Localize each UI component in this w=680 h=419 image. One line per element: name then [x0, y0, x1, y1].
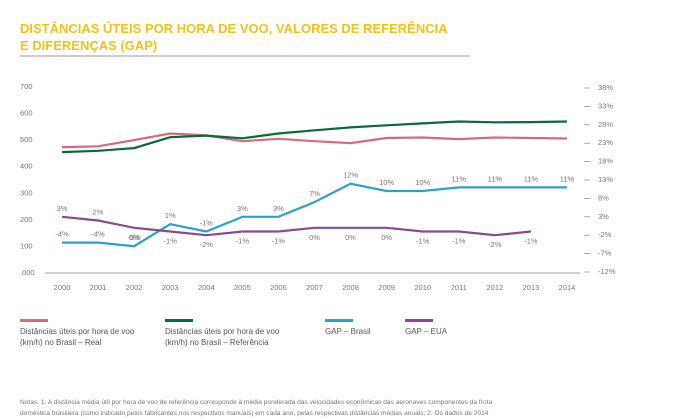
data-label: 10%	[379, 178, 394, 187]
data-label: -2%	[488, 240, 502, 249]
x-tick-label: 2012	[487, 283, 504, 292]
data-label: 0%	[309, 233, 320, 242]
series-line	[62, 182, 567, 248]
y-tick-label: 600	[20, 109, 33, 118]
series-line	[61, 132, 568, 149]
y-tick-label: 500	[20, 135, 33, 144]
y2-tick-label: 28%	[598, 120, 613, 129]
data-label: 3%	[273, 204, 284, 213]
data-label: 11%	[452, 174, 467, 183]
data-label: 11%	[560, 174, 575, 183]
legend-swatch	[325, 319, 353, 322]
chart-title: DISTÂNCIAS ÚTEIS POR HORA DE VOO, VALORE…	[20, 21, 448, 36]
x-tick-label: 2007	[306, 283, 323, 292]
data-label: 2%	[93, 207, 104, 216]
x-tick-label: 2000	[54, 283, 71, 292]
y-tick-label: 700	[20, 82, 33, 91]
data-label: -1%	[416, 237, 430, 246]
y2-tick-label: -7%	[598, 249, 612, 258]
note: doméstica brasileira (como indicado pelo…	[20, 410, 489, 417]
data-label: 10%	[415, 178, 430, 187]
data-label: 1%	[165, 211, 176, 220]
legend-swatch	[165, 319, 193, 322]
y2-tick-label: 3%	[598, 212, 609, 221]
x-tick-label: 2002	[126, 283, 143, 292]
legend-item: Distâncias úteis por hora de voo (km/h) …	[165, 319, 300, 348]
y2-tick-label: 18%	[598, 157, 613, 166]
y-tick-label: .000	[20, 268, 35, 277]
data-label: -1%	[272, 237, 286, 246]
x-tick-label: 2009	[378, 283, 395, 292]
legend-label: Distâncias úteis por hora de voo (km/h) …	[165, 327, 280, 347]
x-tick-label: 2010	[414, 283, 431, 292]
data-label: 3%	[237, 204, 248, 213]
series-line	[61, 215, 532, 237]
y-tick-label: 300	[20, 188, 33, 197]
legend-item: Distâncias úteis por hora de voo (km/h) …	[20, 319, 155, 348]
data-label: 0%	[381, 233, 392, 242]
data-label: -4%	[91, 230, 105, 239]
x-tick-label: 2006	[270, 283, 287, 292]
x-tick-label: 2008	[342, 283, 359, 292]
y2-tick-label: 38%	[598, 83, 613, 92]
data-label: 0%	[129, 233, 140, 242]
x-tick-label: 2014	[559, 283, 576, 292]
legend-label: GAP – EUA	[405, 327, 448, 336]
data-label: 0%	[345, 233, 356, 242]
y-tick-label: 400	[20, 162, 33, 171]
note: Notas: 1. A distância média útil por hor…	[20, 399, 493, 406]
y2-tick-label: -2%	[598, 230, 612, 239]
data-label: -1%	[452, 237, 466, 246]
y2-tick-label: 13%	[598, 175, 613, 184]
data-label: -1%	[236, 237, 250, 246]
x-tick-label: 2011	[451, 283, 467, 292]
legend-item: GAP – Brasil	[325, 319, 395, 337]
y2-tick-label: 8%	[598, 193, 609, 202]
data-label: 7%	[309, 189, 320, 198]
data-label: 11%	[524, 174, 539, 183]
series-line	[61, 120, 568, 154]
legend-swatch	[405, 319, 433, 322]
x-tick-label: 2001	[90, 283, 107, 292]
data-label: -5%	[127, 233, 141, 242]
y2-tick-label: 23%	[598, 138, 613, 147]
data-label: -4%	[55, 230, 69, 239]
x-tick-label: 2004	[198, 283, 215, 292]
data-label: 11%	[488, 174, 503, 183]
legend-label: Distâncias úteis por hora de voo (km/h) …	[20, 327, 135, 347]
y-tick-label: 200	[20, 215, 33, 224]
data-label: -1%	[524, 237, 538, 246]
legend-item: GAP – EUA	[405, 319, 475, 337]
data-label: -1%	[200, 219, 214, 228]
chart-subtitle: E DIFERENÇAS (GAP)	[20, 38, 157, 53]
x-tick-label: 2013	[523, 283, 540, 292]
data-label: -2%	[200, 240, 214, 249]
data-label: 3%	[57, 204, 68, 213]
legend-swatch	[20, 319, 48, 322]
x-tick-label: 2005	[234, 283, 251, 292]
y2-tick-label: 33%	[598, 101, 613, 110]
y2-tick-label: -12%	[598, 267, 616, 276]
data-label: 12%	[343, 171, 358, 180]
x-tick-label: 2003	[162, 283, 179, 292]
data-label: -1%	[164, 237, 178, 246]
legend-label: GAP – Brasil	[325, 327, 371, 336]
y-tick-label: 100	[20, 241, 33, 250]
